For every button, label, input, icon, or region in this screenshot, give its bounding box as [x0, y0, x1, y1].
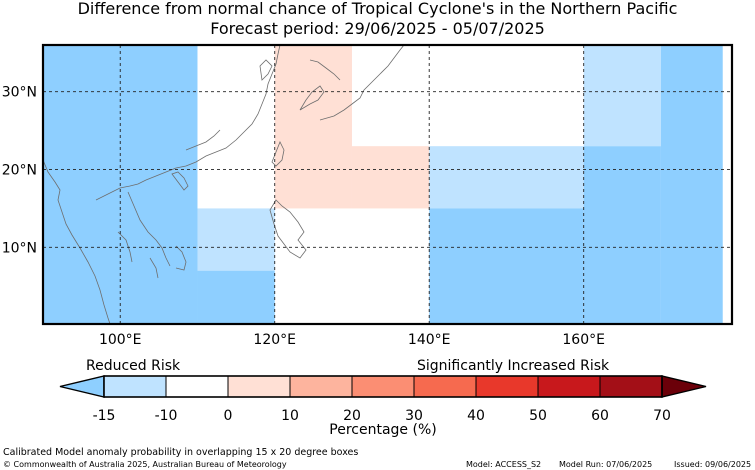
colorbar-tick-label: 20 — [343, 408, 361, 424]
method-note: Calibrated Model anomaly probability in … — [3, 447, 359, 458]
probability-cell — [197, 270, 275, 324]
probability-cell — [660, 45, 723, 324]
chart-title: Difference from normal chance of Tropica… — [77, 0, 678, 18]
colorbar-tick-label: 30 — [405, 408, 423, 424]
latitude-label: 20°N — [2, 163, 37, 179]
copyright-text: © Commonwealth of Australia 2025, Austra… — [3, 460, 287, 469]
colorbar-tick-label: 70 — [653, 408, 671, 424]
colorbar-segment — [413, 375, 477, 398]
probability-cells — [43, 45, 732, 324]
forecast-period: Forecast period: 29/06/2025 - 05/07/2025 — [210, 19, 545, 38]
latitude-label: 30°N — [2, 85, 37, 101]
reduced-risk-label: Reduced Risk — [86, 358, 181, 374]
probability-cell — [351, 146, 430, 209]
colorbar-tick-label: 0 — [224, 408, 233, 424]
colorbar-extend-low — [59, 375, 105, 398]
colorbar-tick-labels: -15 -10 0 10 20 30 40 50 60 70 — [93, 408, 671, 424]
increased-risk-label: Significantly Increased Risk — [417, 358, 610, 374]
graticule — [43, 45, 732, 324]
colorbar-segment — [165, 375, 229, 398]
longitude-labels: 100°E 120°E 140°E 160°E — [99, 332, 605, 348]
colorbar-extend-high — [661, 375, 707, 398]
latitude-label: 10°N — [2, 240, 37, 256]
colorbar-tick-label: 60 — [591, 408, 609, 424]
probability-cell — [429, 208, 584, 324]
map-panel — [41, 43, 734, 326]
latitude-labels: 30°N 20°N 10°N — [2, 85, 37, 257]
longitude-label: 100°E — [99, 332, 142, 348]
legend: Reduced Risk Significantly Increased Ris… — [59, 358, 707, 438]
colorbar-axis-label: Percentage (%) — [329, 422, 436, 438]
probability-cell — [429, 146, 584, 209]
colorbar-tick-label: 40 — [467, 408, 485, 424]
probability-cell — [583, 146, 661, 324]
probability-cell — [197, 208, 275, 271]
colorbar — [59, 375, 707, 398]
coastlines — [43, 45, 405, 324]
model-run-date: Model Run: 07/06/2025 — [559, 460, 653, 469]
colorbar-tick-label: 10 — [281, 408, 299, 424]
colorbar-segment — [289, 375, 353, 398]
colorbar-segment — [351, 375, 415, 398]
colorbar-tick-label: -10 — [155, 408, 178, 424]
colorbar-segment — [227, 375, 291, 398]
probability-cell — [274, 45, 352, 209]
colorbar-tick-label: 50 — [529, 408, 547, 424]
colorbar-segment — [103, 375, 167, 398]
probability-cell — [583, 45, 661, 147]
colorbar-segment — [475, 375, 539, 398]
longitude-label: 160°E — [562, 332, 605, 348]
colorbar-tick-label: -15 — [93, 408, 116, 424]
longitude-label: 140°E — [408, 332, 451, 348]
longitude-label: 120°E — [253, 332, 296, 348]
model-name: Model: ACCESS_S2 — [466, 460, 542, 469]
colorbar-segment — [599, 375, 663, 398]
colorbar-segment — [537, 375, 601, 398]
map-frame — [41, 43, 734, 326]
issued-date: Issued: 09/06/2025 — [674, 460, 752, 469]
